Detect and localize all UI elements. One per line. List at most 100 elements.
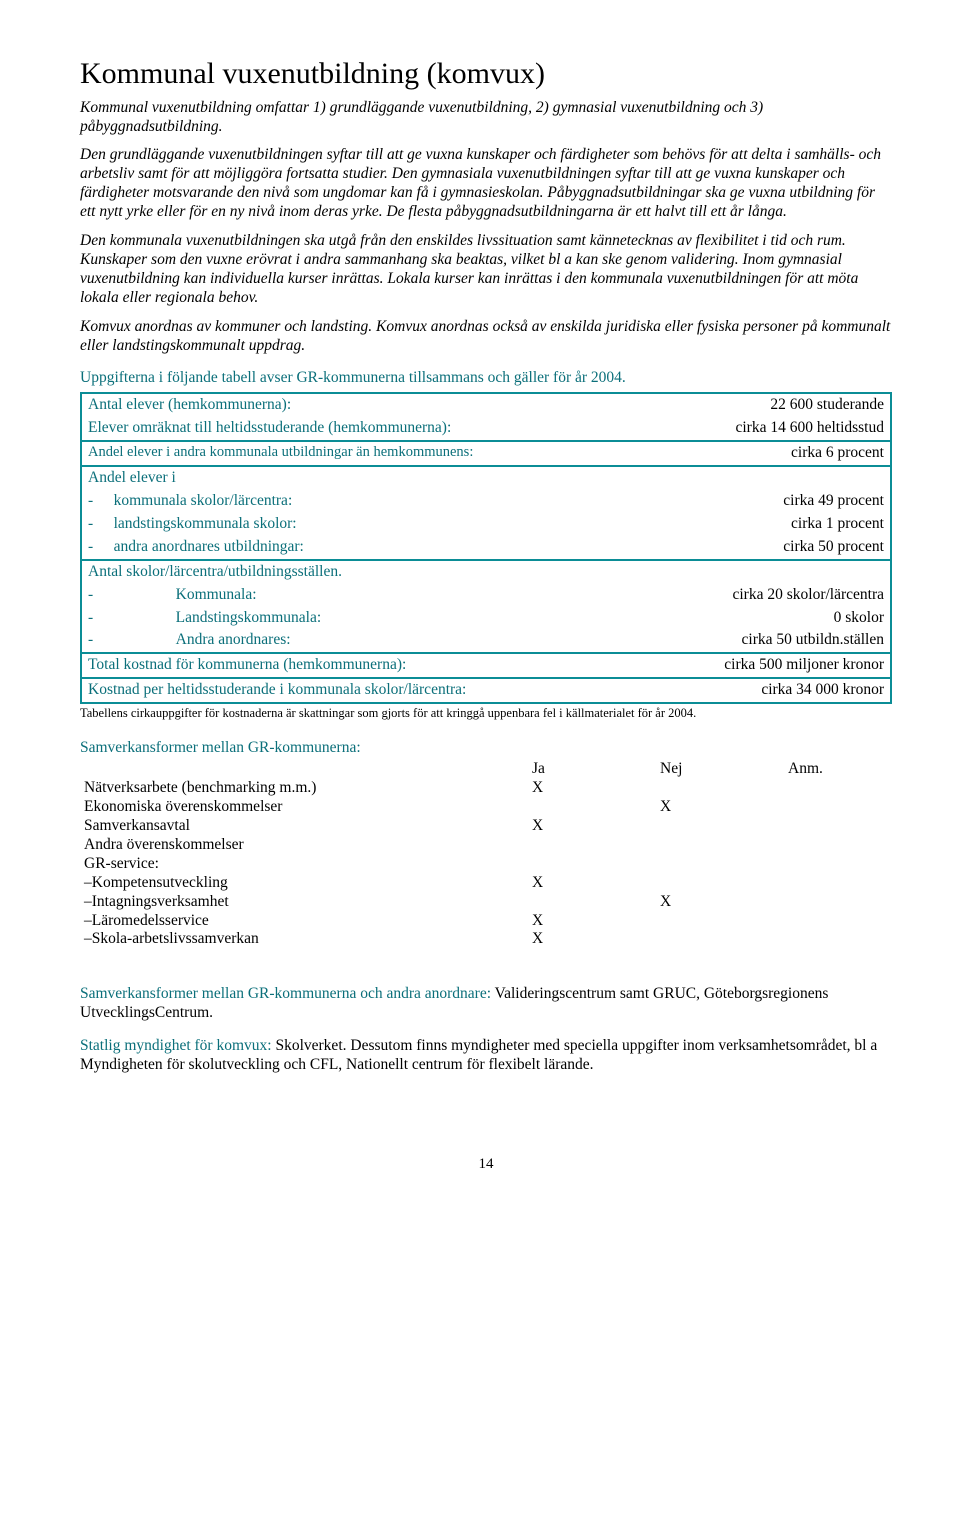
- page-title: Kommunal vuxenutbildning (komvux): [80, 56, 892, 93]
- row-label: Kostnad per heltidsstuderande i kommunal…: [81, 678, 646, 703]
- bottom-label-2: Statlig myndighet för komvux:: [80, 1037, 275, 1054]
- row-label: - Andra anordnares:: [81, 629, 646, 653]
- coop-ja: X: [528, 930, 656, 949]
- coop-ja: X: [528, 874, 656, 893]
- coop-ja: [528, 798, 656, 817]
- coop-nej: [656, 912, 784, 931]
- bullet-label: Landstingskommunala:: [176, 609, 322, 626]
- bullet-label: Kommunala:: [176, 586, 257, 603]
- row-label: - andra anordnares utbildningar:: [81, 536, 646, 560]
- row-value: cirka 34 000 kronor: [646, 678, 891, 703]
- coop-anm: [784, 817, 892, 836]
- bullet-label: landstingskommunala skolor:: [114, 515, 297, 532]
- bottom-paragraph-1: Samverkansformer mellan GR-kommunerna oc…: [80, 985, 892, 1023]
- bullet-dash: -: [88, 492, 102, 511]
- table-row: - Andra anordnares: cirka 50 utbildn.stä…: [81, 629, 891, 653]
- table-row: - Kommunala: cirka 20 skolor/lärcentra: [81, 584, 891, 607]
- coop-ja: [528, 855, 656, 874]
- intro-paragraph-3: Den kommunala vuxenutbildningen ska utgå…: [80, 232, 892, 308]
- coop-row: –Kompetensutveckling X: [80, 874, 892, 893]
- table-row: Antal skolor/lärcentra/utbildningsställe…: [81, 560, 891, 584]
- coop-label: Ekonomiska överenskommelser: [80, 798, 528, 817]
- bullet-label: andra anordnares utbildningar:: [114, 538, 304, 555]
- table-row: - Landstingskommunala: 0 skolor: [81, 607, 891, 630]
- row-label: Total kostnad för kommunerna (hemkommune…: [81, 653, 646, 678]
- coop-row: –Skola-arbetslivssamverkan X: [80, 930, 892, 949]
- coop-nej: X: [656, 893, 784, 912]
- coop-row: –Intagningsverksamhet X: [80, 893, 892, 912]
- data-table: Antal elever (hemkommunerna): 22 600 stu…: [80, 392, 892, 704]
- coop-row: –Läromedelsservice X: [80, 912, 892, 931]
- coop-row: Samverkansavtal X: [80, 817, 892, 836]
- bottom-paragraph-2: Statlig myndighet för komvux: Skolverket…: [80, 1037, 892, 1075]
- coop-label: –Läromedelsservice: [80, 912, 528, 931]
- group-header: Antal skolor/lärcentra/utbildningsställe…: [81, 560, 646, 584]
- table-row: Kostnad per heltidsstuderande i kommunal…: [81, 678, 891, 703]
- row-label: - landstingskommunala skolor:: [81, 513, 646, 536]
- row-value: cirka 20 skolor/lärcentra: [646, 584, 891, 607]
- coop-row: Nätverksarbete (benchmarking m.m.) X: [80, 779, 892, 798]
- coop-anm: [784, 893, 892, 912]
- table-footnote: Tabellens cirkauppgifter för kostnaderna…: [80, 706, 892, 721]
- coop-nej: [656, 930, 784, 949]
- table-row: Andel elever i: [81, 466, 891, 490]
- row-value: cirka 14 600 heltidsstud: [646, 417, 891, 441]
- table-intro: Uppgifterna i följande tabell avser GR-k…: [80, 369, 892, 388]
- bullet-dash: -: [88, 631, 102, 650]
- table-row: - landstingskommunala skolor: cirka 1 pr…: [81, 513, 891, 536]
- coop-anm: [784, 912, 892, 931]
- row-value: 22 600 studerande: [646, 393, 891, 417]
- row-value: 0 skolor: [646, 607, 891, 630]
- intro-paragraph-1: Kommunal vuxenutbildning omfattar 1) gru…: [80, 99, 892, 137]
- bullet-dash: -: [88, 586, 102, 605]
- table-row: Total kostnad för kommunerna (hemkommune…: [81, 653, 891, 678]
- table-row: Andel elever i andra kommunala utbildnin…: [81, 441, 891, 466]
- coop-nej: [656, 779, 784, 798]
- coop-label: Samverkansavtal: [80, 817, 528, 836]
- table-row: Elever omräknat till heltidsstuderande (…: [81, 417, 891, 441]
- coop-anm: [784, 874, 892, 893]
- page-number: 14: [80, 1155, 892, 1173]
- coop-label: Nätverksarbete (benchmarking m.m.): [80, 779, 528, 798]
- bullet-dash: -: [88, 515, 102, 534]
- table-row: - andra anordnares utbildningar: cirka 5…: [81, 536, 891, 560]
- coop-ja: X: [528, 779, 656, 798]
- coop-header-nej: Nej: [656, 760, 784, 779]
- row-label: Antal elever (hemkommunerna):: [81, 393, 646, 417]
- coop-header-anm: Anm.: [784, 760, 892, 779]
- row-value: cirka 50 procent: [646, 536, 891, 560]
- coop-anm: [784, 836, 892, 855]
- table-row: - kommunala skolor/lärcentra: cirka 49 p…: [81, 490, 891, 513]
- coop-nej: [656, 874, 784, 893]
- row-label: - kommunala skolor/lärcentra:: [81, 490, 646, 513]
- row-value: cirka 50 utbildn.ställen: [646, 629, 891, 653]
- coop-table: Ja Nej Anm. Nätverksarbete (benchmarking…: [80, 760, 892, 949]
- coop-title: Samverkansformer mellan GR-kommunerna:: [80, 739, 892, 758]
- bottom-label-1: Samverkansformer mellan GR-kommunerna oc…: [80, 985, 495, 1002]
- coop-label: Andra överenskommelser: [80, 836, 528, 855]
- coop-ja: X: [528, 912, 656, 931]
- coop-nej: [656, 836, 784, 855]
- group-header: Andel elever i: [81, 466, 646, 490]
- row-value: cirka 6 procent: [646, 441, 891, 466]
- coop-row: Ekonomiska överenskommelser X: [80, 798, 892, 817]
- intro-paragraph-2: Den grundläggande vuxenutbildningen syft…: [80, 146, 892, 222]
- coop-row: GR-service:: [80, 855, 892, 874]
- coop-label: –Kompetensutveckling: [80, 874, 528, 893]
- coop-nej: [656, 817, 784, 836]
- row-label: - Landstingskommunala:: [81, 607, 646, 630]
- coop-nej: [656, 855, 784, 874]
- row-value: cirka 500 miljoner kronor: [646, 653, 891, 678]
- coop-ja: [528, 836, 656, 855]
- table-row: Antal elever (hemkommunerna): 22 600 stu…: [81, 393, 891, 417]
- bullet-label: Andra anordnares:: [176, 631, 291, 648]
- row-label: Elever omräknat till heltidsstuderande (…: [81, 417, 646, 441]
- coop-row: Andra överenskommelser: [80, 836, 892, 855]
- row-value: cirka 49 procent: [646, 490, 891, 513]
- row-label: - Kommunala:: [81, 584, 646, 607]
- bullet-label: kommunala skolor/lärcentra:: [114, 492, 293, 509]
- bullet-dash: -: [88, 609, 102, 628]
- coop-ja: X: [528, 817, 656, 836]
- coop-anm: [784, 855, 892, 874]
- intro-paragraph-4: Komvux anordnas av kommuner och landstin…: [80, 318, 892, 356]
